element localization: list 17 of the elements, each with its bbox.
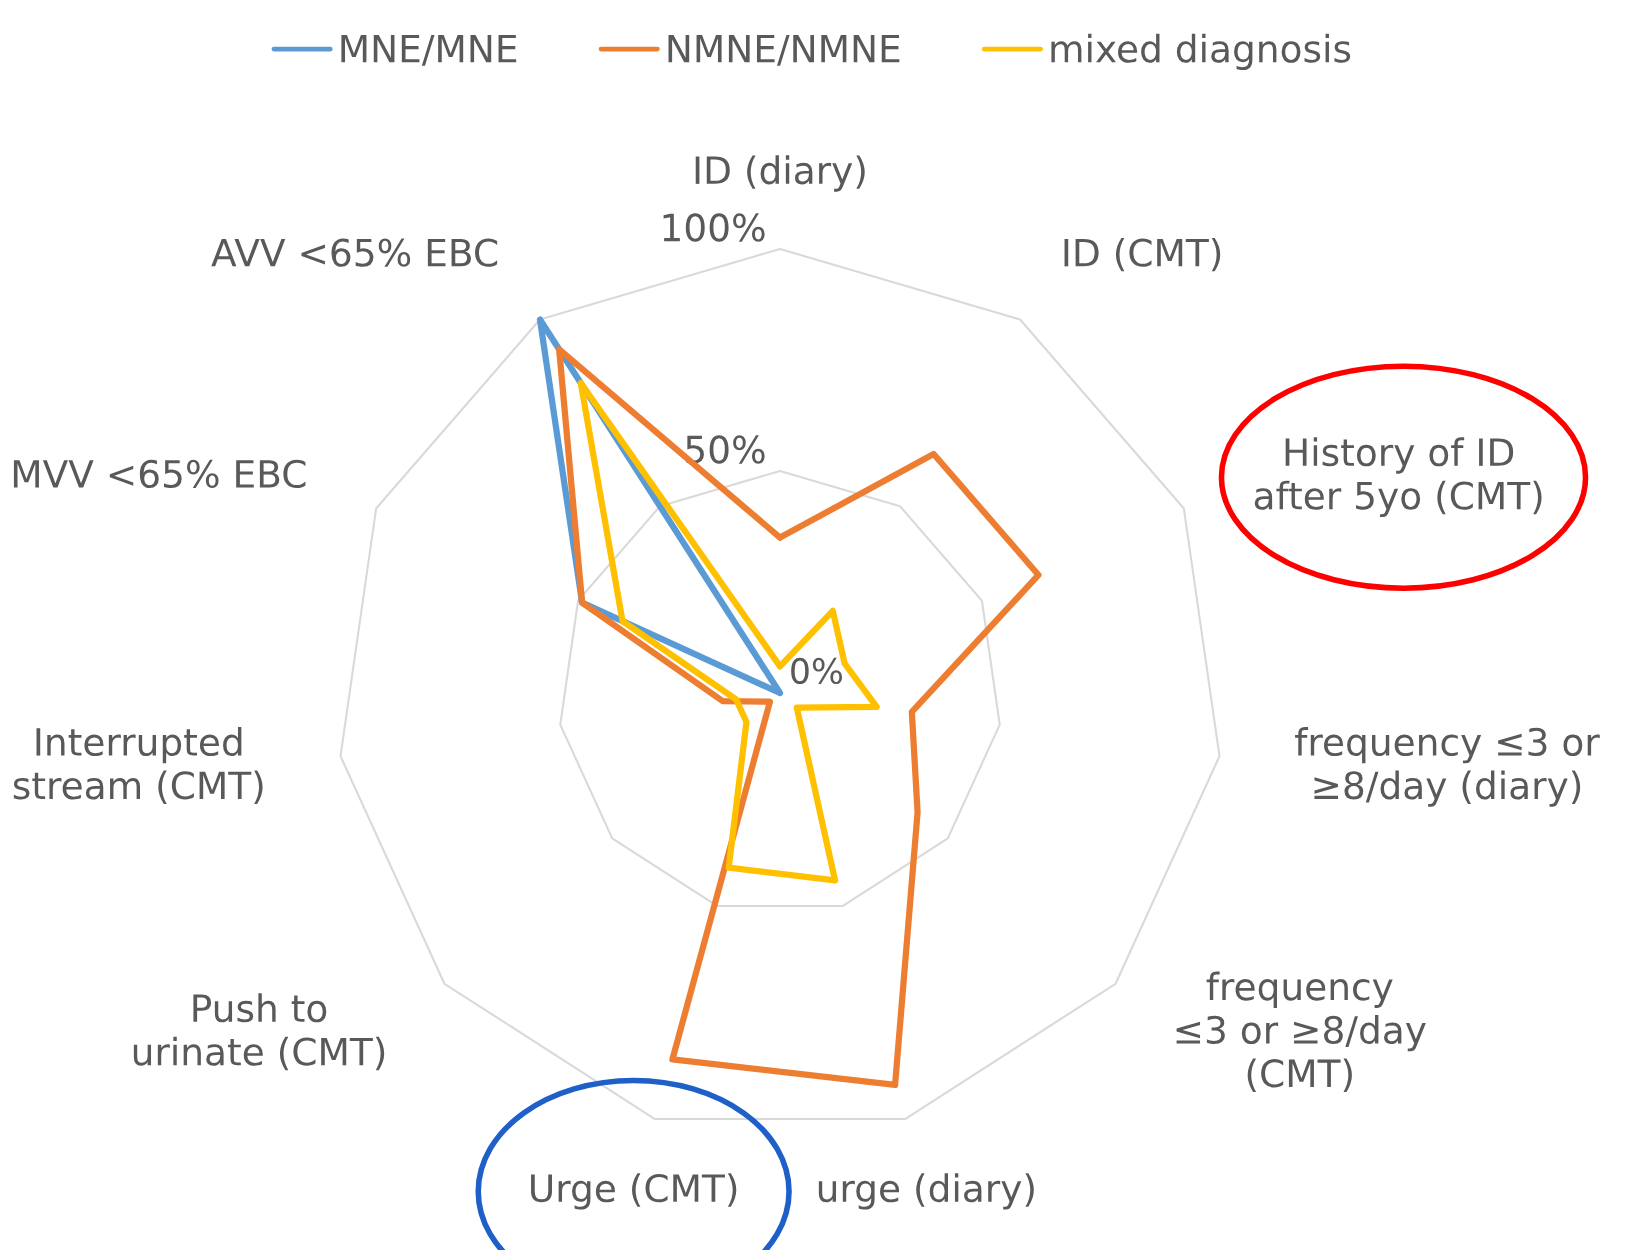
spoke-label: Interrupted stream (CMT) [13, 727, 263, 804]
legend-label: MNE/MNE [341, 34, 517, 66]
spoke-label: ID (CMT) [1064, 237, 1221, 272]
spoke-label: ID (diary) [695, 155, 865, 192]
spoke-label: MVV <65% EBC [13, 459, 306, 489]
spoke-label: History of ID after 5yo (CMT) [1254, 437, 1542, 518]
y-tick-label: 0% [791, 657, 843, 685]
y-tick-label: 100% [663, 213, 765, 242]
spoke-label: frequency ≤3 or ≥8/day (CMT) [1176, 971, 1426, 1092]
spoke-label: Urge (CMT) [531, 1173, 737, 1210]
spoke-label: frequency ≤3 or ≥8/day (diary) [1295, 727, 1600, 807]
spoke-label: Push to urinate (CMT) [133, 993, 385, 1071]
spoke-label: AVV <65% EBC [211, 238, 498, 267]
y-tick-label: 50% [686, 435, 765, 464]
legend-label: NMNE/NMNE [668, 34, 900, 66]
legend-label: mixed diagnosis [1051, 33, 1351, 71]
spoke-label: urge (diary) [818, 1173, 1034, 1210]
